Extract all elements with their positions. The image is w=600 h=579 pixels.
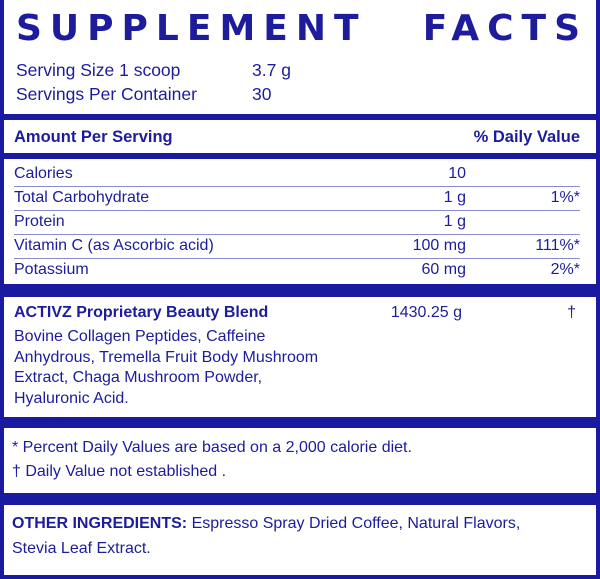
blend-amount: 1430.25 g: [390, 304, 462, 321]
nutrient-name: Total Carbohydrate: [14, 189, 150, 206]
title-word-2: FACTS: [422, 8, 588, 49]
blend-dv: †: [567, 304, 576, 321]
table-row: Protein 1 g: [14, 210, 580, 235]
other-ingredients-section: OTHER INGREDIENTS: Espresso Spray Dried …: [4, 505, 596, 575]
nutrient-amount: 10: [448, 165, 466, 182]
servings-per-container-value: 30: [252, 84, 272, 104]
label-title: SUPPLEMENT FACTS: [16, 4, 588, 54]
nutrient-dv: 2%*: [550, 261, 580, 278]
daily-value-header: % Daily Value: [473, 128, 580, 146]
table-row: Vitamin C (as Ascorbic acid) 100 mg 111%*: [14, 234, 580, 259]
nutrient-amount: 100 mg: [412, 237, 466, 254]
other-ingredients-text: Espresso Spray Dried Coffee, Natural Fla…: [187, 515, 521, 532]
nutrient-name: Potassium: [14, 261, 89, 278]
footnote-not-established: † Daily Value not established .: [12, 463, 227, 480]
title-section: SUPPLEMENT FACTS Serving Size 1 scoop 3.…: [4, 0, 596, 114]
servings-per-container-label: Servings Per Container: [16, 84, 197, 104]
footnote-daily-values: * Percent Daily Values are based on a 2,…: [12, 439, 412, 456]
blend-ingredients-line: Hyaluronic Acid.: [14, 390, 129, 407]
title-word-1: SUPPLEMENT: [16, 8, 367, 49]
blend-section: ACTIVZ Proprietary Beauty Blend 1430.25 …: [4, 297, 596, 417]
serving-size: Serving Size 1 scoop 3.7 g: [16, 60, 291, 81]
table-row: Potassium 60 mg 2%*: [14, 258, 580, 282]
blend-ingredients-line: Bovine Collagen Peptides, Caffeine: [14, 328, 266, 345]
footnotes-section: * Percent Daily Values are based on a 2,…: [4, 428, 596, 493]
nutrient-table: Calories 10 Total Carbohydrate 1 g 1%* Prot…: [4, 159, 596, 284]
nutrient-name: Calories: [14, 165, 73, 182]
blend-ingredients-line: Anhydrous, Tremella Fruit Body Mushroom: [14, 349, 319, 366]
table-row: Total Carbohydrate 1 g 1%*: [14, 186, 580, 211]
servings-per-container: Servings Per Container 30: [16, 84, 271, 105]
nutrient-dv: 111%*: [535, 237, 580, 254]
blend-name: ACTIVZ Proprietary Beauty Blend: [14, 304, 269, 321]
other-ingredients-label: OTHER INGREDIENTS:: [12, 515, 188, 532]
amount-per-serving-header: Amount Per Serving: [14, 128, 173, 146]
other-ingredients-line-1: OTHER INGREDIENTS: Espresso Spray Dried …: [12, 515, 520, 533]
table-header: Amount Per Serving % Daily Value: [4, 120, 596, 153]
nutrient-dv: 1%*: [550, 189, 580, 206]
nutrient-amount: 60 mg: [421, 261, 466, 278]
serving-size-value: 3.7 g: [252, 60, 291, 80]
nutrient-amount: 1 g: [443, 189, 466, 206]
table-row: Calories 10: [14, 162, 580, 187]
other-ingredients-line-2: Stevia Leaf Extract.: [12, 540, 151, 557]
nutrient-amount: 1 g: [443, 213, 466, 230]
nutrient-name: Protein: [14, 213, 65, 230]
serving-size-label: Serving Size 1 scoop: [16, 60, 181, 80]
nutrient-name: Vitamin C (as Ascorbic acid): [14, 237, 214, 254]
blend-ingredients-line: Extract, Chaga Mushroom Powder,: [14, 369, 263, 386]
